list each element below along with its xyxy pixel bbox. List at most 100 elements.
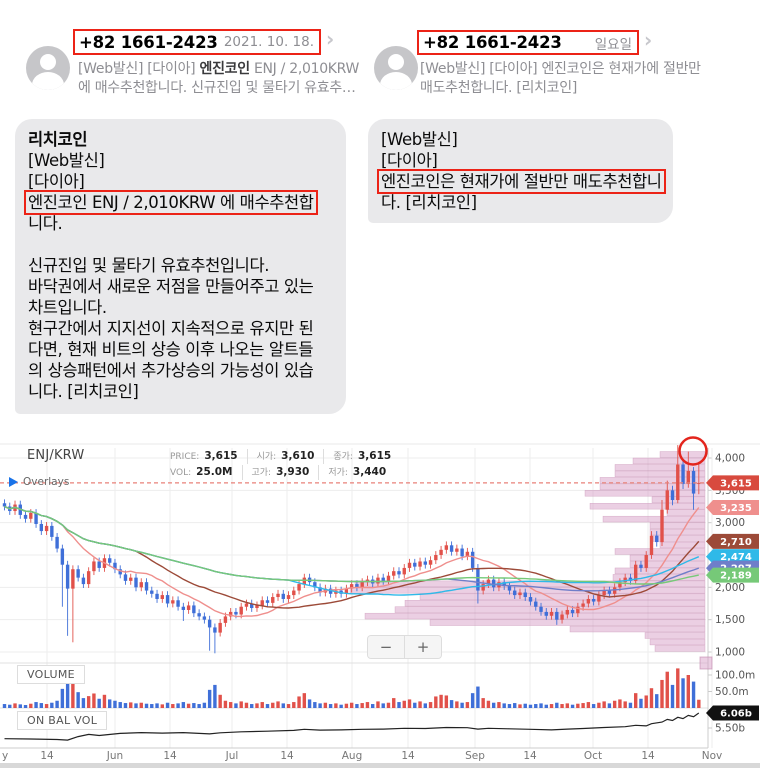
price-badge-label: 3,615 — [720, 478, 752, 489]
candle-body — [402, 567, 406, 575]
volume-bar — [607, 703, 612, 708]
price-badge-label: 2,710 — [720, 537, 752, 548]
candle-body — [576, 606, 580, 614]
volume-bar — [339, 704, 343, 708]
volume-bar — [18, 704, 22, 708]
bubble-line: 다면, 현재 비트의 상승 이후 나오는 알트들 — [28, 340, 314, 359]
candle-body — [523, 592, 527, 598]
volume-bar — [144, 703, 149, 708]
volume-bar — [92, 693, 96, 708]
bottom-scrollbar-strip[interactable] — [0, 763, 760, 768]
x-tick-label: 14 — [401, 750, 415, 762]
volume-bar — [576, 703, 580, 708]
candle-body — [534, 601, 538, 607]
conversation-preview-right[interactable]: +82 1661-2423 일요일 › [Web발신] [다이아] 엔진코인은 … — [360, 0, 760, 110]
volume-bar — [23, 705, 28, 708]
volume-bar — [455, 701, 459, 708]
volume-bar — [155, 703, 159, 708]
person-icon — [388, 54, 404, 70]
volume-profile-bar — [629, 561, 706, 568]
candle-body — [465, 551, 470, 557]
volume-bar — [502, 703, 506, 708]
volume-bar — [655, 694, 659, 708]
candle-body — [528, 597, 533, 602]
volume-profile-bar — [644, 632, 706, 639]
bubble-line: 다. [리치코인] — [381, 193, 477, 212]
volume-bar — [586, 702, 591, 708]
volume-bar — [344, 703, 349, 708]
message-date: 일요일 — [594, 36, 632, 53]
info-label: 시가: — [256, 452, 277, 462]
candle-body — [55, 536, 59, 549]
volume-profile-notch — [699, 656, 713, 670]
volume-bar — [271, 702, 275, 708]
overlays-toggle[interactable]: Overlays — [9, 476, 69, 488]
candle-body — [434, 555, 438, 561]
volume-profile-bar — [659, 451, 706, 458]
volume-bar — [570, 704, 575, 708]
volume-profile-bar — [654, 645, 706, 652]
candle-body — [181, 606, 186, 610]
volume-bar — [434, 696, 438, 708]
preview-line-2: 에 매수추천합니다. 신규진입 및 물타기 유효추… — [78, 80, 356, 96]
zoom-out-button[interactable]: − — [368, 636, 404, 658]
avatar — [374, 46, 418, 90]
candle-body — [560, 614, 564, 620]
candle-body — [50, 525, 54, 537]
candle-body — [281, 593, 285, 599]
zoom-in-button[interactable]: + — [404, 636, 441, 658]
candle-body — [518, 592, 522, 596]
bubble-line — [28, 234, 333, 255]
candle-body — [670, 490, 675, 501]
candle-body — [65, 564, 70, 589]
bubble-line: 의 상승패턴에서 추가상승의 가능성이 있습 — [28, 361, 314, 380]
volume-bar — [644, 695, 648, 708]
x-tick-label: Jun — [106, 750, 123, 762]
price-badge-label: 2,189 — [720, 571, 752, 582]
volume-bar — [55, 700, 59, 708]
volume-bar — [634, 693, 638, 708]
ohlc-info: PRICE: 3,615 시가: 3,610 종가: 3,615 VOL: 25.0M … — [170, 449, 391, 480]
volume-tick-label: 50.0m — [715, 686, 749, 698]
volume-bar — [513, 703, 517, 708]
volume-bar — [13, 703, 17, 708]
bubble-line: [다이아] — [28, 172, 85, 191]
volume-bar — [29, 703, 33, 708]
volume-bar — [255, 703, 259, 708]
candle-body — [239, 606, 243, 615]
candle-body — [313, 582, 317, 588]
candle-body — [460, 548, 464, 557]
volume-bar — [234, 703, 238, 708]
volume-bar — [523, 703, 527, 708]
volume-bar — [481, 698, 485, 708]
volume-bar — [518, 704, 522, 708]
volume-bar — [681, 678, 685, 708]
chevron-right-icon[interactable]: › — [326, 27, 335, 51]
volume-profile-bar — [614, 464, 706, 471]
chevron-right-icon[interactable]: › — [644, 28, 653, 52]
candle-body — [507, 586, 512, 591]
candle-body — [407, 562, 412, 568]
candle-body — [44, 525, 49, 532]
volume-bar — [2, 704, 7, 708]
bubble-line: 차트입니다. — [28, 298, 107, 317]
candle-body — [655, 535, 659, 543]
volume-profile-bar — [599, 483, 706, 490]
candle-body — [223, 616, 228, 623]
conversation-preview-left[interactable]: +82 1661-2423 2021. 10. 18. › [Web발신] [다… — [0, 0, 360, 110]
bubble-line: 현구간에서 지지선이 지속적으로 유지만 된 — [28, 319, 314, 338]
volume-bar — [102, 694, 107, 708]
volume-bar — [244, 702, 249, 708]
volume-bar — [528, 704, 533, 708]
price-badge — [706, 549, 759, 565]
preview-line-1: [Web발신] [다이아] 엔진코인은 현재가에 절반만 — [420, 61, 701, 77]
candle-body — [381, 577, 385, 581]
highlight-box: +82 1661-2423 2021. 10. 18. — [73, 29, 321, 55]
highlight-box: 엔진코인은 현재가에 절반만 매도추천합니 — [377, 169, 666, 194]
price-tick-label: 2,000 — [715, 582, 745, 594]
volume-bar — [276, 701, 280, 708]
volume-profile-bar — [614, 470, 706, 478]
candle-body — [581, 603, 585, 607]
volume-bar — [186, 703, 191, 708]
volume-bar — [386, 702, 391, 708]
